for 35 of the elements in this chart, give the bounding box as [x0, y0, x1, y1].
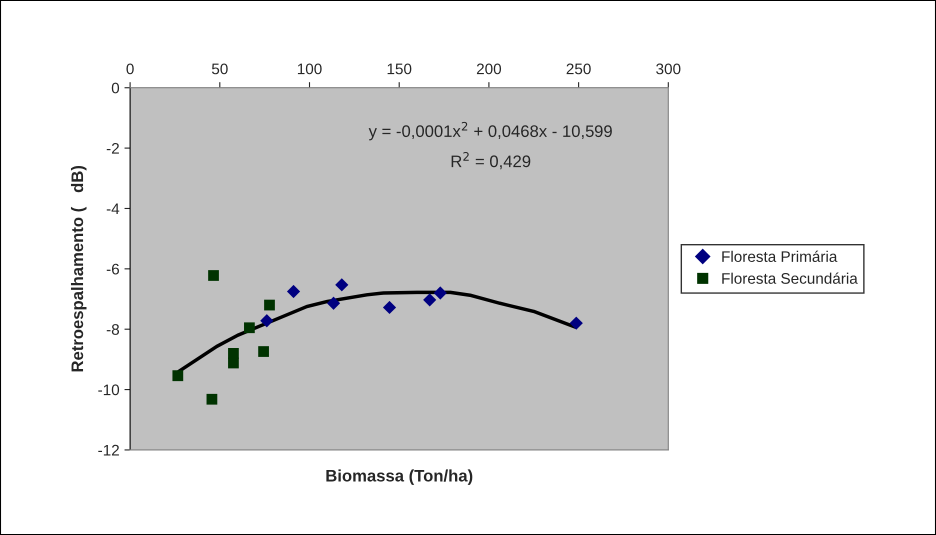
- point: [258, 346, 269, 357]
- y-axis-title: Retroespalhamento ( dB): [70, 166, 86, 372]
- y-tick-label: -10: [98, 384, 120, 396]
- point: [335, 278, 348, 292]
- x-tick-label: 200: [476, 63, 502, 74]
- x-axis-title: Biomassa (Ton/ha): [326, 469, 472, 485]
- x-tick-label: 50: [212, 63, 228, 74]
- y-tick-label: -2: [106, 142, 119, 154]
- y-tick-label: -4: [106, 203, 120, 214]
- y-tick-label: -6: [106, 264, 120, 275]
- y-tick-label: -12: [98, 444, 119, 456]
- y-tick-label: 0: [112, 82, 120, 94]
- point: [326, 296, 340, 310]
- annotation: R$^{2}$ = 0,429: [452, 152, 530, 170]
- annotation: y = -0,0001x$^{2}$ + 0,0468x - 10,599: [368, 122, 612, 140]
- point: [570, 316, 583, 330]
- point: [434, 286, 447, 300]
- point: [228, 358, 239, 368]
- point: [172, 370, 184, 382]
- x-tick-label: 250: [566, 63, 591, 74]
- point: [264, 300, 275, 310]
- point: [423, 293, 436, 307]
- x-tick-label: 0: [126, 63, 134, 74]
- point: [382, 300, 396, 314]
- legend-label: Floresta Primária: [722, 250, 838, 262]
- point: [286, 284, 300, 298]
- x-tick-label: 300: [656, 63, 680, 74]
- point: [208, 270, 219, 281]
- point: [260, 314, 274, 328]
- point: [206, 394, 218, 405]
- point: [244, 322, 255, 334]
- y-tick-label: -8: [106, 324, 120, 335]
- x-tick-label: 100: [298, 63, 322, 74]
- legend-label: Floresta Secundária: [722, 272, 858, 284]
- x-tick-label: 150: [388, 63, 412, 74]
